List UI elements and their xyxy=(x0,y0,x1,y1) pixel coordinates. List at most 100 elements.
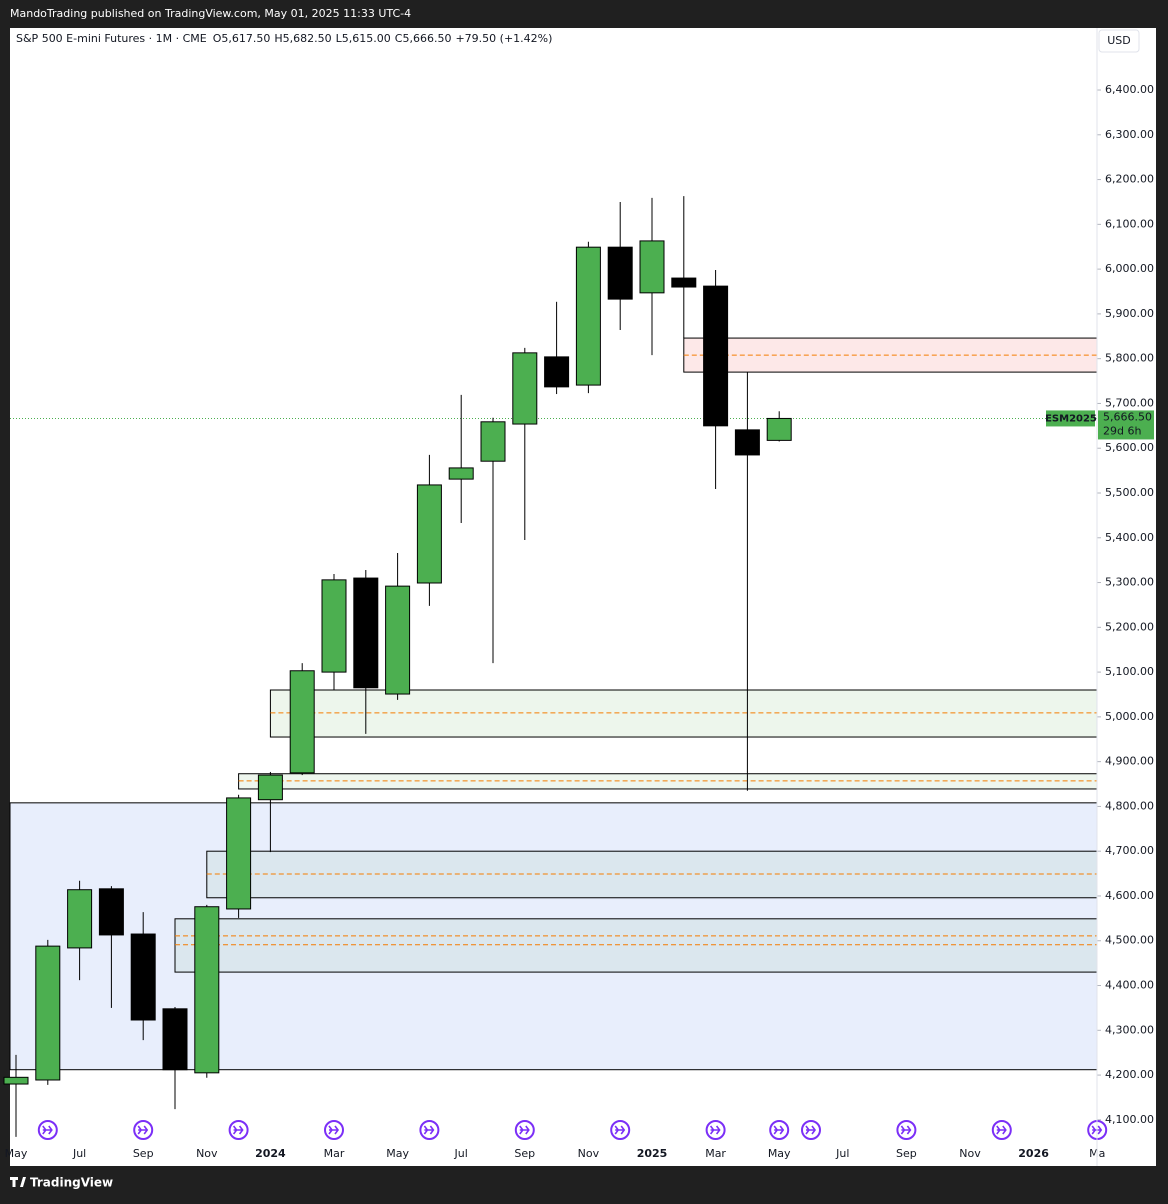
footer-logo xyxy=(10,1177,26,1187)
zone xyxy=(683,337,1098,373)
y-tick-label: 4,600.00 xyxy=(1105,889,1154,902)
legend-item: S&P 500 E-mini Futures · 1M · CME xyxy=(16,32,207,45)
y-tick-label: 6,400.00 xyxy=(1105,83,1154,96)
y-tick-label: 5,600.00 xyxy=(1105,441,1154,454)
y-tick-label: 5,100.00 xyxy=(1105,665,1154,678)
y-tick-label: 5,000.00 xyxy=(1105,710,1154,723)
x-tick-label: Mar xyxy=(324,1147,345,1160)
publisher-line: MandoTrading published on TradingView.co… xyxy=(10,7,411,20)
event-icon[interactable] xyxy=(769,1120,790,1140)
event-icon[interactable] xyxy=(991,1120,1012,1140)
candle-body xyxy=(703,285,729,427)
y-tick-label: 5,700.00 xyxy=(1105,396,1154,409)
price-tag-label: 5,666.50 xyxy=(1103,410,1152,423)
event-icon-arrow xyxy=(709,1125,721,1135)
y-tick-label: 6,300.00 xyxy=(1105,128,1154,141)
symbol-tag-label: ESM2025 xyxy=(1045,413,1097,424)
x-tick-label: Nov xyxy=(196,1147,218,1160)
candle-body xyxy=(321,579,347,673)
x-tick-label: Mar xyxy=(705,1147,726,1160)
candle-body xyxy=(448,467,474,480)
event-icon-arrow xyxy=(900,1125,912,1135)
candle-body xyxy=(289,670,315,774)
candle-body xyxy=(575,246,601,386)
event-icon-arrow xyxy=(614,1125,626,1135)
candle-body xyxy=(257,774,283,801)
event-icon-arrow xyxy=(232,1125,244,1135)
candle-body xyxy=(35,945,61,1081)
y-tick-label: 4,200.00 xyxy=(1105,1068,1154,1081)
y-tick-label: 4,400.00 xyxy=(1105,979,1154,992)
candle-body xyxy=(734,429,760,456)
legend-item: H5,682.50 xyxy=(274,32,331,45)
x-tick-label: 2026 xyxy=(1018,1147,1049,1160)
price-tag xyxy=(1098,410,1154,440)
event-icon[interactable] xyxy=(37,1120,58,1140)
y-tick-label: 5,300.00 xyxy=(1105,576,1154,589)
y-tick-label: 5,800.00 xyxy=(1105,352,1154,365)
y-tick-label: 4,800.00 xyxy=(1105,799,1154,812)
zone xyxy=(269,689,1098,738)
y-tick-label: 4,300.00 xyxy=(1105,1023,1154,1036)
x-tick-label: Jul xyxy=(454,1147,468,1160)
y-tick-label: 4,500.00 xyxy=(1105,934,1154,947)
x-tick-label: Sep xyxy=(896,1147,917,1160)
candle-body xyxy=(353,577,379,689)
candle-body xyxy=(3,1076,29,1085)
event-icon[interactable] xyxy=(228,1120,249,1140)
x-tick-label: May xyxy=(386,1147,409,1160)
event-icon-arrow xyxy=(996,1125,1007,1135)
y-tick-label: 6,000.00 xyxy=(1105,262,1154,275)
x-tick-label: Nov xyxy=(959,1147,981,1160)
event-icon-arrow xyxy=(328,1125,339,1135)
event-icon[interactable] xyxy=(133,1120,154,1140)
y-tick-label: 6,100.00 xyxy=(1105,217,1154,230)
y-tick-label: 4,900.00 xyxy=(1105,755,1154,768)
event-icon-arrow xyxy=(42,1125,53,1135)
currency-box[interactable] xyxy=(1098,29,1140,53)
event-icon[interactable] xyxy=(705,1120,726,1140)
event-icon-arrow xyxy=(519,1125,530,1135)
symbol-tag xyxy=(1046,410,1095,427)
x-tick-label: Sep xyxy=(133,1147,154,1160)
legend-item: O5,617.50 xyxy=(213,32,271,45)
event-icon-arrow xyxy=(805,1125,816,1135)
plot: 4,100.00 4,200.00 4,300.00 4,400.00 4,500.00… xyxy=(3,83,1154,1160)
y-tick-label: 4,100.00 xyxy=(1105,1113,1154,1126)
candle-body xyxy=(226,797,252,910)
y-tick-label: 5,500.00 xyxy=(1105,486,1154,499)
candle-body xyxy=(480,421,506,462)
y-tick-label: 5,200.00 xyxy=(1105,620,1154,633)
event-icon[interactable] xyxy=(419,1120,440,1140)
candle-body xyxy=(766,417,792,441)
x-tick-label: Jul xyxy=(835,1147,849,1160)
candle-body xyxy=(544,356,570,388)
y-tick-label: 5,900.00 xyxy=(1105,307,1154,320)
x-tick-label: 2024 xyxy=(255,1147,286,1160)
countdown: 29d 6h xyxy=(1103,424,1141,437)
event-icon[interactable] xyxy=(896,1120,917,1140)
y-tick-label: 5,400.00 xyxy=(1105,531,1154,544)
legend-item: C5,666.50 xyxy=(395,32,452,45)
legend-item: L5,615.00 xyxy=(336,32,391,45)
candle-body xyxy=(639,240,665,294)
legend-header: S&P 500 E-mini Futures · 1M · CME O5,617.… xyxy=(16,32,552,45)
candle-body xyxy=(671,277,697,288)
event-icon-arrow xyxy=(423,1125,435,1135)
x-tick-label: May xyxy=(5,1147,28,1160)
candle-body xyxy=(607,246,633,300)
candle-body xyxy=(385,585,411,695)
candle-body xyxy=(416,484,442,584)
x-tick-label: Nov xyxy=(578,1147,600,1160)
event-icon-arrow xyxy=(773,1125,785,1135)
candle-body xyxy=(162,1008,188,1071)
candle-body xyxy=(194,906,220,1074)
candle-body xyxy=(130,933,156,1021)
event-icon[interactable] xyxy=(610,1120,631,1140)
event-icon[interactable] xyxy=(324,1120,344,1140)
x-tick-label: Sep xyxy=(514,1147,535,1160)
event-icon[interactable] xyxy=(801,1120,821,1140)
event-icon[interactable] xyxy=(514,1120,535,1140)
event-icon-arrow xyxy=(137,1125,149,1135)
